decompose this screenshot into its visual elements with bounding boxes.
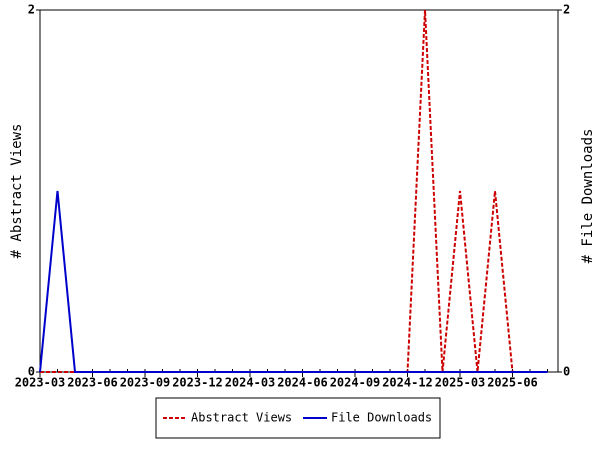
x-tick-label: 2025-06	[487, 376, 538, 390]
y2-tick-label: 0	[563, 365, 570, 379]
x-tick-label: 2024-09	[330, 376, 381, 390]
y-tick-label: 2	[28, 3, 35, 17]
x-tick-label: 2023-06	[67, 376, 118, 390]
y-tick-label: 0	[28, 365, 35, 379]
x-tick-label: 2023-03	[15, 376, 66, 390]
series-line	[40, 9, 548, 373]
x-tick-label: 2023-12	[172, 376, 223, 390]
y2-axis-label: # File Downloads	[580, 129, 596, 264]
legend-label: Abstract Views	[191, 411, 292, 425]
plot-frame	[39, 9, 559, 373]
x-tick-label: 2025-03	[435, 376, 486, 390]
y-axis-label: # Abstract Views	[9, 124, 25, 259]
x-tick-label: 2023-09	[120, 376, 171, 390]
series-line	[39, 190, 548, 373]
y2-tick-label: 2	[563, 3, 570, 17]
x-tick-label: 2024-12	[382, 376, 433, 390]
legend-box	[155, 397, 441, 439]
legend-label: File Downloads	[331, 411, 432, 425]
x-tick-label: 2024-03	[225, 376, 276, 390]
x-tick-label: 2024-06	[277, 376, 328, 390]
